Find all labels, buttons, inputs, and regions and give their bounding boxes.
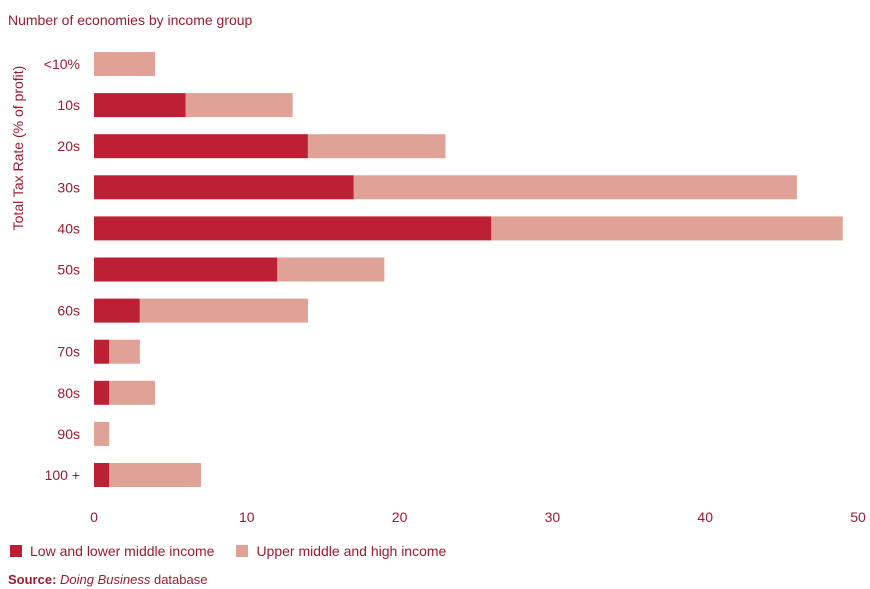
legend-swatch-low-income — [10, 545, 22, 557]
category-label: 70s — [57, 344, 80, 360]
x-tick-label: 10 — [239, 509, 255, 525]
bar-low-income — [94, 298, 140, 323]
legend-swatch-high-income — [236, 545, 249, 557]
category-label: 60s — [57, 303, 80, 319]
category-label: 10s — [57, 97, 80, 113]
bar-low-income — [94, 380, 110, 405]
bar-high-income — [185, 93, 293, 118]
bar-high-income — [109, 339, 140, 364]
bar-high-income — [109, 463, 201, 487]
bar-low-income — [94, 463, 110, 487]
x-tick-label: 0 — [90, 509, 98, 525]
bar-high-income — [94, 52, 156, 76]
bar-low-income — [94, 257, 278, 282]
source-label: Source: — [8, 572, 57, 587]
category-label: 100 + — [45, 467, 80, 483]
category-label: 50s — [57, 262, 80, 278]
bar-low-income — [94, 134, 308, 159]
legend: Low and lower middle income Upper middle… — [10, 543, 446, 559]
bar-low-income — [94, 93, 186, 118]
x-tick-label: 30 — [545, 509, 561, 525]
bar-low-income — [94, 216, 492, 241]
legend-item-low-income: Low and lower middle income — [10, 543, 214, 559]
category-label: 90s — [57, 426, 80, 442]
category-label: 20s — [57, 138, 80, 154]
legend-label-low-income: Low and lower middle income — [30, 543, 215, 559]
legend-label-high-income: Upper middle and high income — [256, 543, 447, 559]
category-label: 80s — [57, 385, 80, 401]
chart-title: Number of economies by income group — [8, 12, 253, 28]
source-note: Source: Doing Business database — [8, 572, 207, 587]
x-tick-label: 20 — [392, 509, 408, 525]
category-label: <10% — [44, 56, 80, 72]
bar-high-income — [353, 175, 797, 200]
bar-high-income — [109, 380, 156, 405]
legend-item-high-income: Upper middle and high income — [236, 543, 446, 559]
bar-high-income — [277, 257, 385, 282]
stacked-bar-chart: <10% 10s 20s 30s 40s 50s 60s 70s 80s 90s 100 + 0 10 2… — [44, 52, 866, 525]
source-name: Doing Business — [60, 572, 151, 587]
category-label: 30s — [57, 179, 80, 195]
x-tick-label: 40 — [697, 509, 713, 525]
bar-high-income — [307, 134, 446, 159]
bar-low-income — [94, 175, 354, 200]
x-tick-label: 50 — [850, 509, 866, 525]
category-label: 40s — [57, 220, 80, 236]
bar-low-income — [94, 339, 110, 364]
bar-high-income — [94, 421, 110, 446]
bar-high-income — [491, 216, 843, 241]
source-suffix: database — [150, 572, 208, 587]
bar-high-income — [139, 298, 308, 323]
